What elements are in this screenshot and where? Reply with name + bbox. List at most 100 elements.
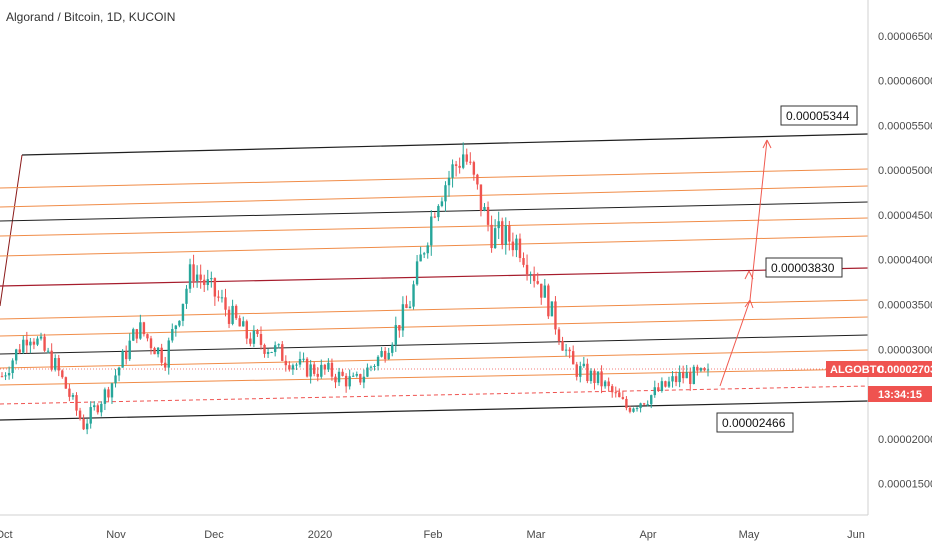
projection-arrowhead-mid <box>744 299 754 309</box>
candle-body <box>36 338 39 345</box>
candle-body <box>29 341 32 346</box>
candle-body <box>146 334 149 339</box>
fib-line-1 <box>0 168 869 189</box>
candle-body <box>242 321 245 327</box>
candle-body <box>564 349 568 351</box>
candle-body <box>497 221 500 229</box>
price-tick-label: 0.00003500 <box>878 300 932 312</box>
candle-body <box>153 348 156 355</box>
candle-body <box>472 162 476 175</box>
candle-body <box>532 274 536 282</box>
candle-body <box>600 371 603 387</box>
candle-body <box>231 305 234 324</box>
candle-body <box>259 334 263 345</box>
candle-body <box>359 374 362 383</box>
candle-body <box>238 318 241 327</box>
candle-body <box>554 301 557 330</box>
candle-body <box>593 370 596 384</box>
candle-body <box>0 376 4 378</box>
candle-body <box>149 338 153 349</box>
candle-body <box>412 284 415 307</box>
projection-arrow <box>719 139 768 387</box>
candle-body <box>547 285 550 317</box>
candle-body <box>277 344 280 346</box>
time-tick-label: Jun <box>847 529 865 541</box>
candle-body <box>330 362 334 377</box>
price-axis[interactable]: 0.000015000.000020000.000025000.00003000… <box>826 0 932 515</box>
fib-line-4 <box>0 235 869 257</box>
candle-body <box>550 301 554 317</box>
candle-body <box>703 368 706 371</box>
candle-body <box>678 372 681 383</box>
candle-body <box>483 206 486 211</box>
candle-body <box>447 177 451 186</box>
candle-body <box>185 288 188 304</box>
candle-body <box>107 389 110 398</box>
candle-body <box>646 404 649 406</box>
annotation-boxes: 0.00005344 0.00003830 0.00002466 <box>716 105 858 433</box>
candle-body <box>380 350 383 357</box>
candle-body <box>373 366 376 368</box>
candle-body <box>462 154 465 168</box>
candle-body <box>93 405 96 408</box>
last-price-tag <box>826 361 932 377</box>
last-price-tag-value: 0.00002703 <box>878 364 932 376</box>
candle-body <box>344 375 348 387</box>
candle-body <box>284 360 288 366</box>
candle-body <box>529 274 532 276</box>
candle-body <box>78 410 82 419</box>
projection-arrowhead-top <box>762 139 772 149</box>
candle-body <box>408 306 412 308</box>
candle-body <box>398 325 401 331</box>
channel-line-bottom <box>0 400 869 421</box>
time-tick-label: Dec <box>204 529 224 541</box>
candle-body <box>142 322 146 335</box>
candle-body <box>501 221 504 245</box>
candle-body <box>444 185 447 202</box>
candle-body <box>156 347 160 355</box>
time-axis[interactable]: Oct Nov Dec 2020 Feb Mar Apr May Jun <box>0 514 868 541</box>
candle-body <box>650 395 653 405</box>
candle-body <box>451 164 454 178</box>
candle-body <box>114 375 117 384</box>
candle-body <box>699 368 703 371</box>
candle-body <box>220 297 224 299</box>
candle-body <box>433 216 437 218</box>
candle-body <box>128 340 131 360</box>
channel-line-red <box>0 267 869 287</box>
candle-body <box>479 184 483 211</box>
fib-line-6 <box>0 316 869 337</box>
candle-body <box>476 174 479 185</box>
candle-body <box>249 338 252 344</box>
candle-body <box>7 373 11 376</box>
candle-body <box>568 349 571 352</box>
candle-body <box>85 423 89 430</box>
candle-body <box>39 336 43 339</box>
candle-body <box>32 341 36 345</box>
candle-body <box>192 264 195 281</box>
candle-body <box>571 351 575 365</box>
candle-body <box>61 370 64 378</box>
price-tick-label: 0.00003000 <box>878 344 932 356</box>
fib-line-3 <box>0 217 869 237</box>
countdown-value: 13:34:15 <box>878 389 922 401</box>
price-tick-label: 0.00006500 <box>878 31 932 43</box>
candle-body <box>295 364 298 366</box>
candle-body <box>458 165 461 168</box>
candle-body <box>611 386 614 393</box>
fib-line-7 <box>0 349 869 369</box>
candle-body <box>25 339 29 346</box>
candle-body <box>689 372 692 384</box>
candle-body <box>557 329 561 341</box>
candle-body <box>671 376 674 382</box>
candle-body <box>469 161 472 163</box>
candle-body <box>171 329 174 341</box>
candle-body <box>178 320 181 326</box>
candle-body <box>348 376 351 387</box>
candle-body <box>685 372 688 379</box>
candle-body <box>291 365 295 370</box>
candle-body <box>440 201 444 206</box>
dashed-support-line <box>0 385 869 405</box>
